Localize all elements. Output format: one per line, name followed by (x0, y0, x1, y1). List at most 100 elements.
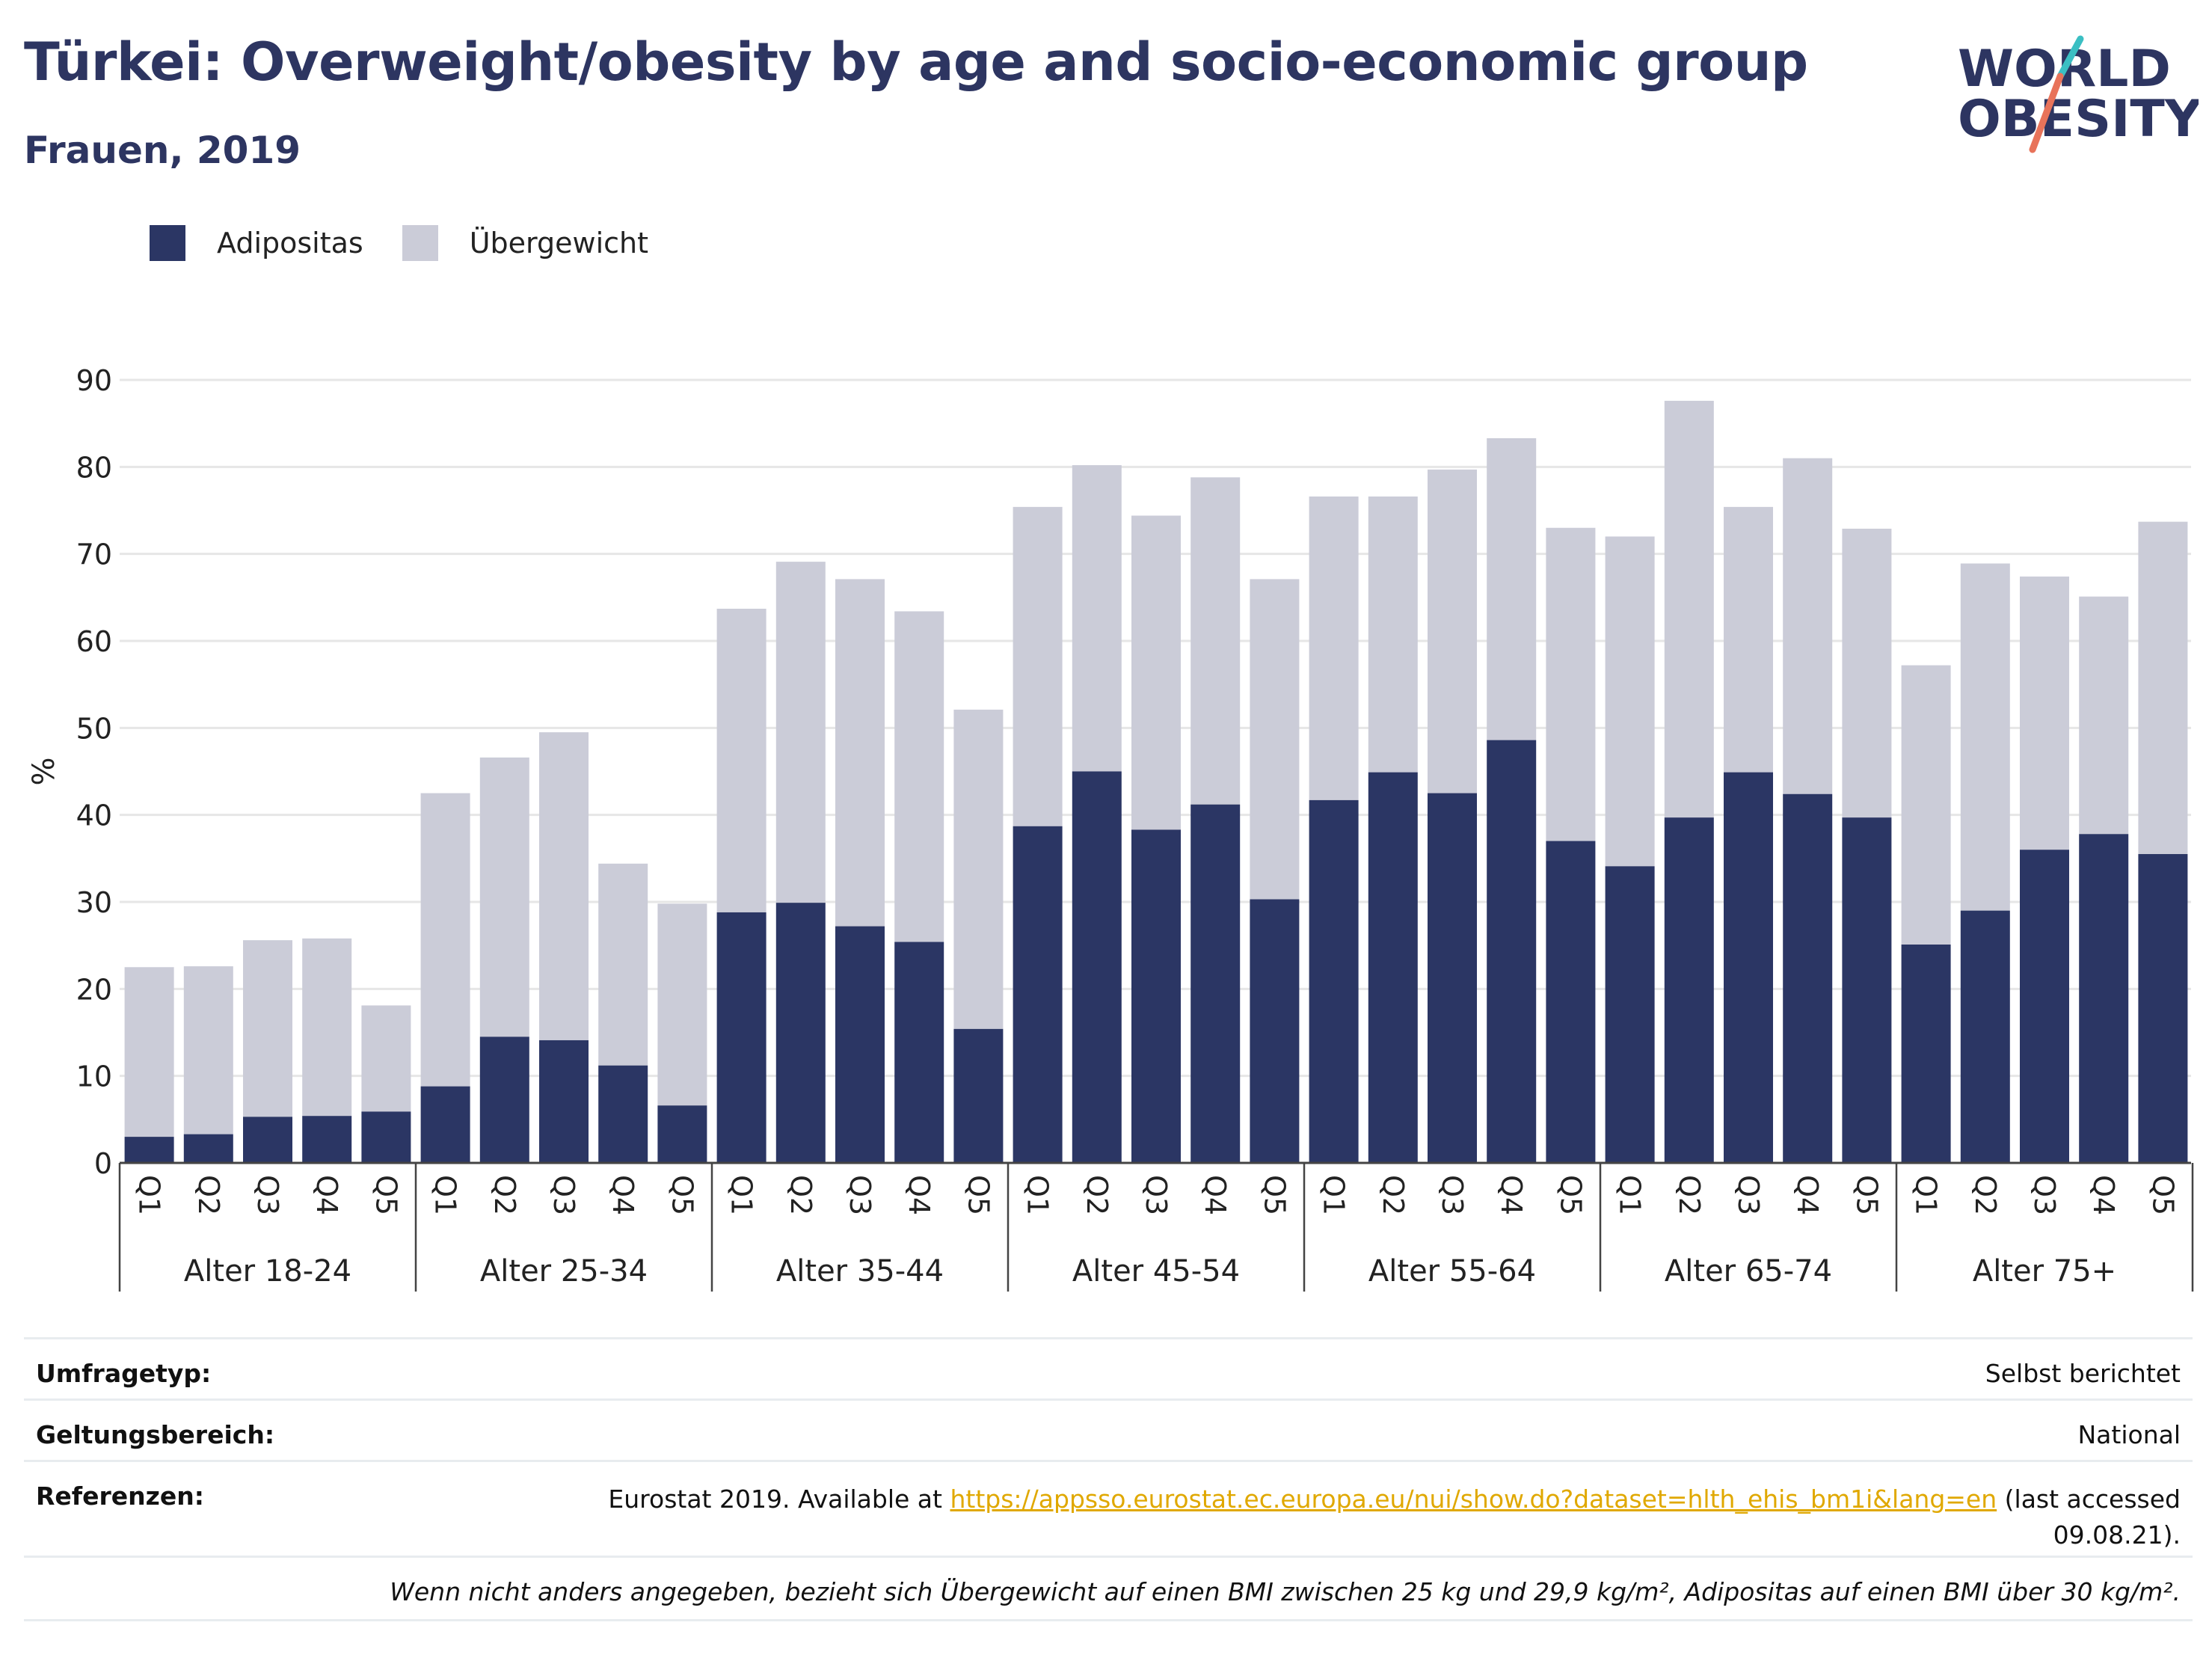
bar-overweight (243, 940, 292, 1117)
bar-overweight (1901, 665, 1951, 945)
bar-obesity (835, 926, 885, 1163)
bar-obesity (1605, 866, 1655, 1163)
x-subcategory-label: Q3 (2028, 1175, 2061, 1215)
legend-swatch-obesity (150, 225, 185, 261)
x-subcategory-label: Q4 (1199, 1175, 1232, 1215)
bar-obesity (2079, 834, 2129, 1163)
bar-overweight (1783, 458, 1833, 794)
bar-obesity (124, 1137, 174, 1163)
x-subcategory-label: Q4 (2087, 1175, 2120, 1215)
definition-note: Wenn nicht anders angegeben, bezieht sic… (390, 1577, 2181, 1606)
bar-overweight (775, 562, 826, 903)
x-subcategory-label: Q4 (1495, 1175, 1528, 1215)
x-group-label: Alter 45-54 (1072, 1254, 1240, 1289)
bar-obesity (1901, 945, 1951, 1163)
stacked-bar-chart: 0 10 20 30 40 50 60 70 80 90% Q1 Q2 Q3 Q4 Q5 Alter 18-2… (27, 364, 2194, 1292)
x-subcategory-label: Q1 (1318, 1175, 1351, 1215)
x-subcategory-label: Q4 (310, 1175, 343, 1215)
references-label: Referenzen: (36, 1481, 204, 1511)
bar-obesity (716, 912, 766, 1163)
bar-overweight (1250, 579, 1300, 900)
x-subcategory-label: Q2 (784, 1175, 817, 1215)
x-group-label: Alter 18-24 (184, 1254, 351, 1289)
bar-obesity (894, 942, 944, 1163)
y-tick-label: 30 (76, 886, 112, 919)
bar-overweight (2020, 576, 2069, 850)
bar-obesity (1191, 804, 1241, 1163)
bar-overweight (124, 967, 174, 1137)
bar-obesity (1724, 772, 1773, 1163)
bar-overweight (1131, 515, 1181, 830)
references-value: Eurostat 2019. Available at https://apps… (608, 1481, 2181, 1553)
x-subcategory-label: Q5 (666, 1175, 698, 1215)
x-subcategory-label: Q3 (251, 1175, 284, 1215)
x-group-label: Alter 35-44 (776, 1254, 944, 1289)
bar-overweight (302, 938, 352, 1117)
chart-subtitle: Frauen, 2019 (24, 129, 301, 172)
bar-obesity (2020, 850, 2069, 1163)
y-tick-label: 60 (76, 625, 112, 658)
bar-obesity (1664, 817, 1714, 1163)
bar-overweight (1546, 527, 1596, 841)
x-subcategory-label: Q1 (1614, 1175, 1647, 1215)
x-subcategory-label: Q3 (1436, 1175, 1469, 1215)
y-tick-label: 70 (76, 538, 112, 571)
bar-obesity (598, 1065, 648, 1163)
bar-obesity (2138, 854, 2188, 1163)
survey-type-label: Umfragetyp: (36, 1359, 212, 1388)
bar-overweight (2138, 521, 2188, 855)
bar-obesity (1842, 817, 1892, 1163)
bar-overweight (539, 732, 589, 1040)
bar-obesity (302, 1116, 352, 1163)
bar-obesity (539, 1040, 589, 1163)
legend-item-overweight: Übergewicht (402, 225, 648, 261)
bar-overweight (716, 608, 766, 912)
x-subcategory-label: Q3 (844, 1175, 876, 1215)
x-subcategory-label: Q4 (606, 1175, 639, 1215)
y-axis-label: % (27, 757, 61, 785)
y-tick-label: 40 (76, 799, 112, 832)
references-link[interactable]: https://appsso.eurostat.ec.europa.eu/nui… (950, 1484, 1997, 1514)
bar-obesity (1250, 899, 1300, 1163)
bar-overweight (953, 709, 1004, 1029)
x-subcategory-label: Q3 (547, 1175, 580, 1215)
bar-obesity (953, 1028, 1004, 1163)
bar-obesity (1783, 793, 1833, 1163)
bar-obesity (1072, 771, 1122, 1163)
bar-obesity (243, 1117, 292, 1163)
bar-overweight (1842, 528, 1892, 818)
scope-label: Geltungsbereich: (36, 1420, 275, 1449)
x-subcategory-label: Q1 (1910, 1175, 1943, 1215)
x-subcategory-label: Q5 (1554, 1175, 1587, 1215)
legend: Adipositas Übergewicht (150, 221, 687, 265)
bar-overweight (183, 966, 233, 1134)
bar-obesity (1013, 826, 1063, 1163)
x-subcategory-label: Q4 (1791, 1175, 1824, 1215)
bar-obesity (361, 1111, 411, 1163)
bar-overweight (657, 903, 707, 1106)
x-subcategory-label: Q3 (1732, 1175, 1765, 1215)
bar-overweight (479, 757, 529, 1037)
x-subcategory-label: Q5 (962, 1175, 995, 1215)
references-date: 09.08.21). (2053, 1520, 2181, 1550)
bar-obesity (1960, 910, 2010, 1163)
x-subcategory-label: Q1 (1021, 1175, 1054, 1215)
logo-line2: OBESITY (1958, 90, 2199, 149)
bar-overweight (1960, 563, 2010, 911)
x-subcategory-label: Q2 (1377, 1175, 1410, 1215)
bar-obesity (1309, 799, 1359, 1163)
bar-overweight (1664, 400, 1714, 818)
bar-overweight (835, 579, 885, 927)
x-subcategory-label: Q1 (725, 1175, 758, 1215)
bar-obesity (1368, 772, 1418, 1163)
y-tick-label: 10 (76, 1060, 112, 1093)
x-subcategory-label: Q5 (1850, 1175, 1883, 1215)
x-subcategory-label: Q4 (903, 1175, 936, 1215)
y-tick-label: 80 (76, 451, 112, 484)
info-row-scope: Geltungsbereich: National (24, 1398, 2193, 1462)
x-subcategory-label: Q2 (488, 1175, 521, 1215)
bar-overweight (420, 793, 470, 1087)
x-subcategory-label: Q1 (429, 1175, 462, 1215)
info-row-survey-type: Umfragetyp: Selbst berichtet (24, 1337, 2193, 1401)
references-suffix: (last accessed (2004, 1484, 2181, 1514)
